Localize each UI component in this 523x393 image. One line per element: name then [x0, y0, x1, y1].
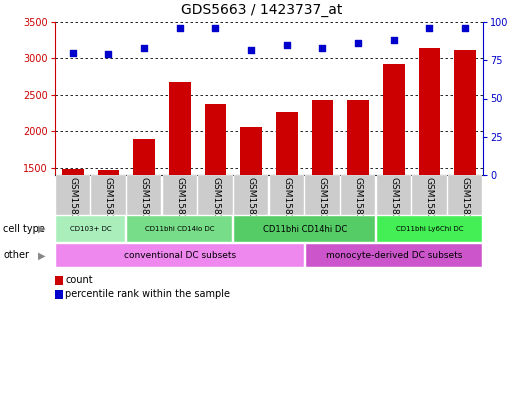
- Text: GSM1582754: GSM1582754: [140, 177, 149, 237]
- Bar: [306, 244, 482, 267]
- Bar: [312, 100, 333, 175]
- Point: [140, 45, 149, 51]
- Bar: [454, 50, 476, 175]
- Point: [69, 50, 77, 56]
- Bar: [419, 48, 440, 175]
- Bar: [56, 175, 90, 215]
- Bar: [56, 216, 126, 242]
- Point: [390, 37, 398, 44]
- Text: CD103+ DC: CD103+ DC: [70, 226, 111, 232]
- Text: GSM1582763: GSM1582763: [461, 177, 470, 238]
- Bar: [133, 139, 155, 175]
- Bar: [234, 175, 268, 215]
- Text: monocyte-derived DC subsets: monocyte-derived DC subsets: [326, 251, 462, 260]
- Bar: [377, 216, 482, 242]
- Bar: [383, 64, 404, 175]
- Text: GDS5663 / 1423737_at: GDS5663 / 1423737_at: [181, 3, 342, 17]
- Text: GSM1582761: GSM1582761: [389, 177, 399, 238]
- Point: [176, 25, 184, 31]
- Text: GSM1582757: GSM1582757: [247, 177, 256, 238]
- Text: percentile rank within the sample: percentile rank within the sample: [65, 289, 230, 299]
- Text: CD11bhi CD14hi DC: CD11bhi CD14hi DC: [263, 224, 347, 233]
- Text: other: other: [3, 250, 29, 261]
- Bar: [169, 82, 190, 175]
- Bar: [412, 175, 447, 215]
- Text: GSM1582756: GSM1582756: [211, 177, 220, 238]
- Bar: [377, 175, 411, 215]
- Point: [319, 45, 327, 51]
- Text: GSM1582760: GSM1582760: [354, 177, 362, 238]
- Point: [282, 42, 291, 48]
- Text: GSM1582762: GSM1582762: [425, 177, 434, 237]
- Bar: [448, 175, 482, 215]
- Bar: [62, 169, 84, 175]
- Bar: [276, 112, 298, 175]
- Bar: [198, 175, 233, 215]
- Bar: [92, 175, 126, 215]
- Bar: [127, 175, 161, 215]
- Point: [425, 25, 434, 31]
- Text: count: count: [65, 275, 93, 285]
- Text: CD11bhi CD14lo DC: CD11bhi CD14lo DC: [145, 226, 214, 232]
- Bar: [241, 127, 262, 175]
- Bar: [56, 244, 303, 267]
- Text: ▶: ▶: [38, 224, 46, 234]
- Text: cell type: cell type: [3, 224, 45, 234]
- Bar: [270, 175, 304, 215]
- Point: [461, 25, 469, 31]
- Text: GSM1582759: GSM1582759: [318, 177, 327, 238]
- Bar: [98, 170, 119, 175]
- Point: [354, 40, 362, 46]
- Point: [247, 46, 255, 53]
- Text: GSM1582758: GSM1582758: [282, 177, 291, 238]
- Bar: [305, 175, 339, 215]
- Bar: [234, 216, 375, 242]
- Point: [104, 51, 112, 57]
- Text: GSM1582752: GSM1582752: [69, 177, 77, 237]
- Bar: [128, 216, 232, 242]
- Bar: [347, 100, 369, 175]
- Bar: [205, 104, 226, 175]
- Point: [211, 25, 220, 31]
- Text: conventional DC subsets: conventional DC subsets: [124, 251, 236, 260]
- Bar: [163, 175, 197, 215]
- Text: GSM1582755: GSM1582755: [175, 177, 184, 238]
- Text: GSM1582753: GSM1582753: [104, 177, 113, 238]
- Text: CD11bhi Ly6Chi DC: CD11bhi Ly6Chi DC: [396, 226, 463, 232]
- Text: ▶: ▶: [38, 250, 46, 261]
- Bar: [341, 175, 376, 215]
